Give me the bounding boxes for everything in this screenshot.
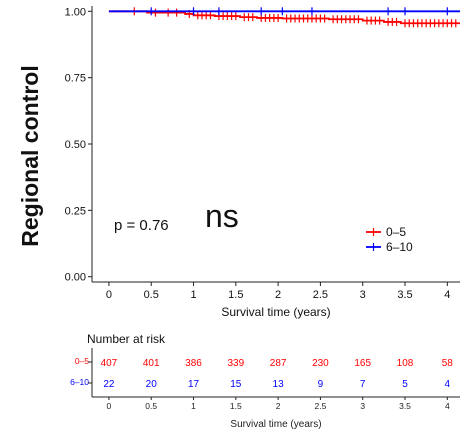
- survival-curve-line: [108, 10, 460, 25]
- risk-count: 5: [402, 379, 408, 390]
- y-tick-label: 0.00: [65, 272, 86, 284]
- risk-x-tick-label: 2: [276, 401, 281, 411]
- risk-count: 9: [318, 379, 324, 390]
- risk-count: 386: [185, 358, 202, 369]
- x-tick-label: 1: [190, 289, 196, 301]
- risk-x-tick-label: 0: [107, 401, 112, 411]
- y-tick-label: 0.25: [65, 205, 86, 217]
- risk-row-label: 0–5: [75, 356, 89, 366]
- risk-count: 407: [101, 358, 118, 369]
- risk-x-tick-label: 2.5: [314, 401, 326, 411]
- x-tick-label: 1.5: [228, 289, 243, 301]
- risk-x-tick-label: 0.5: [145, 401, 157, 411]
- x-tick-label: 2.5: [313, 289, 328, 301]
- risk-rows: 0–5 407 401 386 339 287 230 165 108 58 6–10 22 20 17 1…: [70, 356, 453, 390]
- legend-label: 0–5: [386, 225, 406, 239]
- p-value-annotation: p = 0.76: [114, 217, 169, 234]
- legend: 0–56–10: [366, 225, 413, 254]
- risk-x-tick-label: 4: [445, 401, 450, 411]
- risk-x-axis-title: Survival time (years): [230, 419, 321, 430]
- x-tick-label: 3: [360, 289, 366, 301]
- risk-count: 401: [143, 358, 160, 369]
- significance-annotation: ns: [205, 198, 239, 234]
- risk-count: 230: [312, 358, 329, 369]
- risk-count: 13: [273, 379, 285, 390]
- risk-x-ticks: 0 0.5 1 1.5 2 2.5 3 3.5 4: [107, 397, 450, 411]
- y-tick-label: 1.00: [65, 6, 86, 18]
- risk-count: 4: [445, 379, 451, 390]
- y-axis-title: Regional control: [17, 65, 43, 246]
- y-tick-label: 0.50: [65, 139, 86, 151]
- risk-count: 165: [354, 358, 371, 369]
- risk-x-tick-label: 3.5: [399, 401, 411, 411]
- risk-table: Number at risk 0–5 407 401 386 339 287 230 165 1…: [70, 332, 460, 430]
- y-tick-label: 0.75: [65, 73, 86, 85]
- x-axis-title: Survival time (years): [221, 305, 330, 319]
- x-tick-label: 0: [106, 289, 112, 301]
- risk-count: 15: [230, 379, 242, 390]
- risk-row-label: 6–10: [70, 377, 89, 387]
- x-tick-label: 3.5: [397, 289, 412, 301]
- x-ticks: 0 0.5 1 1.5 2 2.5 3 3.5 4: [106, 282, 450, 301]
- risk-count: 58: [442, 358, 454, 369]
- risk-count: 22: [103, 379, 115, 390]
- x-tick-label: 0.5: [144, 289, 159, 301]
- risk-x-tick-label: 1.5: [230, 401, 242, 411]
- risk-count: 20: [146, 379, 158, 390]
- risk-x-tick-label: 3: [360, 401, 365, 411]
- risk-count: 108: [397, 358, 414, 369]
- risk-count: 7: [360, 379, 366, 390]
- legend-label: 6–10: [386, 240, 413, 254]
- risk-count: 339: [227, 358, 244, 369]
- series-0: [108, 7, 460, 28]
- risk-x-tick-label: 1: [191, 401, 196, 411]
- risk-count: 287: [270, 358, 287, 369]
- x-tick-label: 4: [444, 289, 450, 301]
- y-ticks: 0.00 0.25 0.50 0.75 1.00: [65, 6, 92, 284]
- survival-curves: [108, 7, 460, 28]
- risk-table-title: Number at risk: [87, 332, 166, 346]
- x-tick-label: 2: [275, 289, 281, 301]
- risk-count: 17: [188, 379, 200, 390]
- series-1: [108, 7, 460, 16]
